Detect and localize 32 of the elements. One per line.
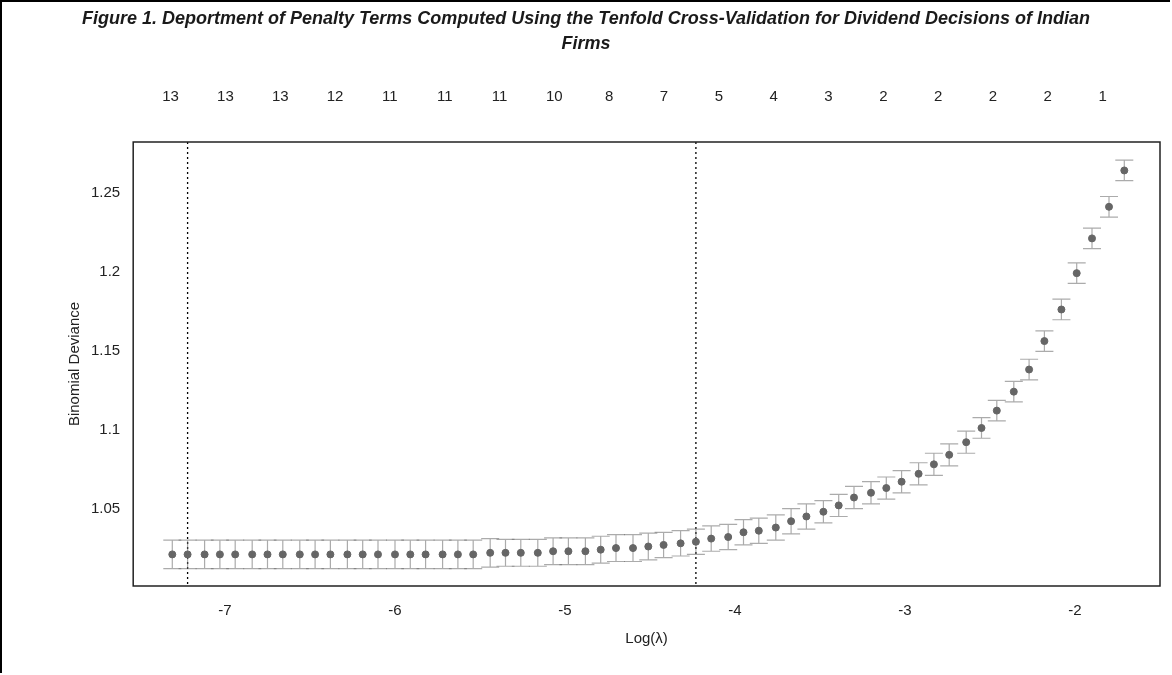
x-tick-label: -7 (218, 601, 232, 619)
text: 2 (879, 87, 888, 105)
x-axis-title: Log(λ) (625, 629, 668, 647)
text: 12 (326, 87, 344, 105)
text: 11 (382, 87, 398, 105)
text: 2 (988, 87, 998, 105)
text: 4 (769, 87, 778, 105)
text: 7 (659, 87, 669, 105)
text: 13 (271, 87, 289, 105)
text: 3 (824, 87, 833, 105)
y-tick-label: 1.25 (90, 182, 121, 200)
text: 10 (546, 87, 563, 105)
x-tick-label: -6 (388, 601, 402, 619)
y-tick-label: 1.05 (90, 498, 121, 516)
y-axis-title: Binomial Deviance (65, 301, 83, 427)
text: 13 (217, 87, 234, 105)
x-tick-label: -2 (1068, 601, 1082, 619)
text: 5 (714, 87, 723, 105)
text: 1 (1098, 87, 1107, 105)
x-tick-label: -4 (728, 601, 742, 619)
text: 2 (933, 87, 943, 105)
text: 8 (605, 87, 614, 105)
y-tick-label: 1.2 (99, 261, 121, 279)
text: 2 (1043, 87, 1052, 105)
y-tick-label: 1.15 (90, 340, 121, 358)
text: 11 (436, 87, 453, 105)
chart-title: Figure 1. Deportment of Penalty Terms Computed Using the Tenfold Cross-Validation for Dividend Decisions of Indian Firms (80, 7, 1092, 55)
text: 11 (491, 87, 508, 105)
y-tick-label: 1.1 (99, 419, 121, 437)
x-tick-label: -5 (558, 601, 572, 619)
x-tick-label: -3 (898, 601, 912, 619)
text: 13 (162, 87, 179, 105)
